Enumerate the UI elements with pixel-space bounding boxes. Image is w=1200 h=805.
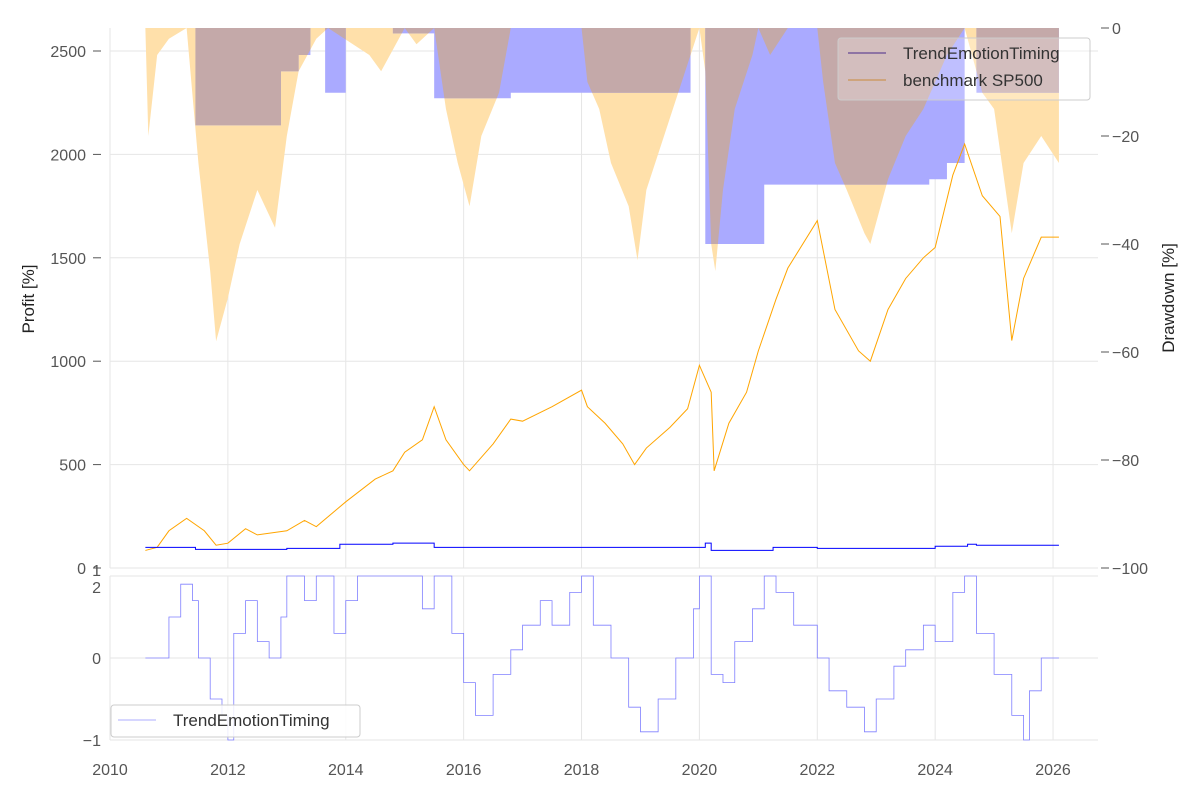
- y-tick-label: 1500: [50, 251, 86, 268]
- y-axis-label-profit: Profit [%]: [19, 265, 38, 334]
- x-tick-label: 2010: [92, 762, 128, 779]
- y-tick-label: 2500: [50, 44, 86, 61]
- y-tick-label: 1000: [50, 354, 86, 371]
- y-right-tick-label: −20: [1112, 129, 1139, 146]
- x-tick-label: 2012: [210, 762, 246, 779]
- drawdown-overlap-area: [145, 28, 1059, 244]
- legend-label-benchmark: benchmark SP500: [903, 71, 1043, 90]
- x-tick-label: 2024: [917, 762, 953, 779]
- x-tick-label: 2016: [446, 762, 482, 779]
- lower-y-tick-label: 0: [92, 651, 101, 668]
- y-tick-label: 0: [77, 561, 86, 578]
- lower-y-tick-label: −1: [83, 733, 101, 750]
- legend-bottom: TrendEmotionTiming: [110, 704, 361, 738]
- y-right-tick-label: −40: [1112, 237, 1139, 254]
- legend-top: TrendEmotionTiming benchmark SP500: [837, 37, 1091, 101]
- strategy-line: [145, 542, 1059, 551]
- legend-label-strategy: TrendEmotionTiming: [903, 44, 1060, 63]
- series-lines: [145, 142, 1059, 741]
- axes: 2010 2012 2014 2016 2018 2020 2022 2024 20260500…: [50, 21, 1148, 779]
- lower-y-tick-label: 1: [92, 563, 101, 580]
- x-tick-label: 2014: [328, 762, 364, 779]
- x-tick-label: 2018: [564, 762, 600, 779]
- x-tick-label: 2026: [1035, 762, 1071, 779]
- y-right-tick-label: −60: [1112, 345, 1139, 362]
- y-right-tick-label: 0: [1112, 21, 1121, 38]
- y-right-tick-label: −100: [1112, 561, 1148, 578]
- y-tick-label: 500: [59, 458, 86, 475]
- benchmark-line: [145, 142, 1059, 551]
- legend-label-signal: TrendEmotionTiming: [173, 711, 330, 730]
- y-tick-label: 2000: [50, 147, 86, 164]
- lower-y-tick-label: 2: [92, 580, 101, 597]
- signal-line: [145, 575, 1059, 741]
- x-tick-label: 2022: [799, 762, 835, 779]
- drawdown-fills: [145, 28, 1059, 342]
- x-tick-label: 2020: [682, 762, 718, 779]
- y-right-tick-label: −80: [1112, 453, 1139, 470]
- y-axis-label-drawdown: Drawdown [%]: [1159, 243, 1178, 353]
